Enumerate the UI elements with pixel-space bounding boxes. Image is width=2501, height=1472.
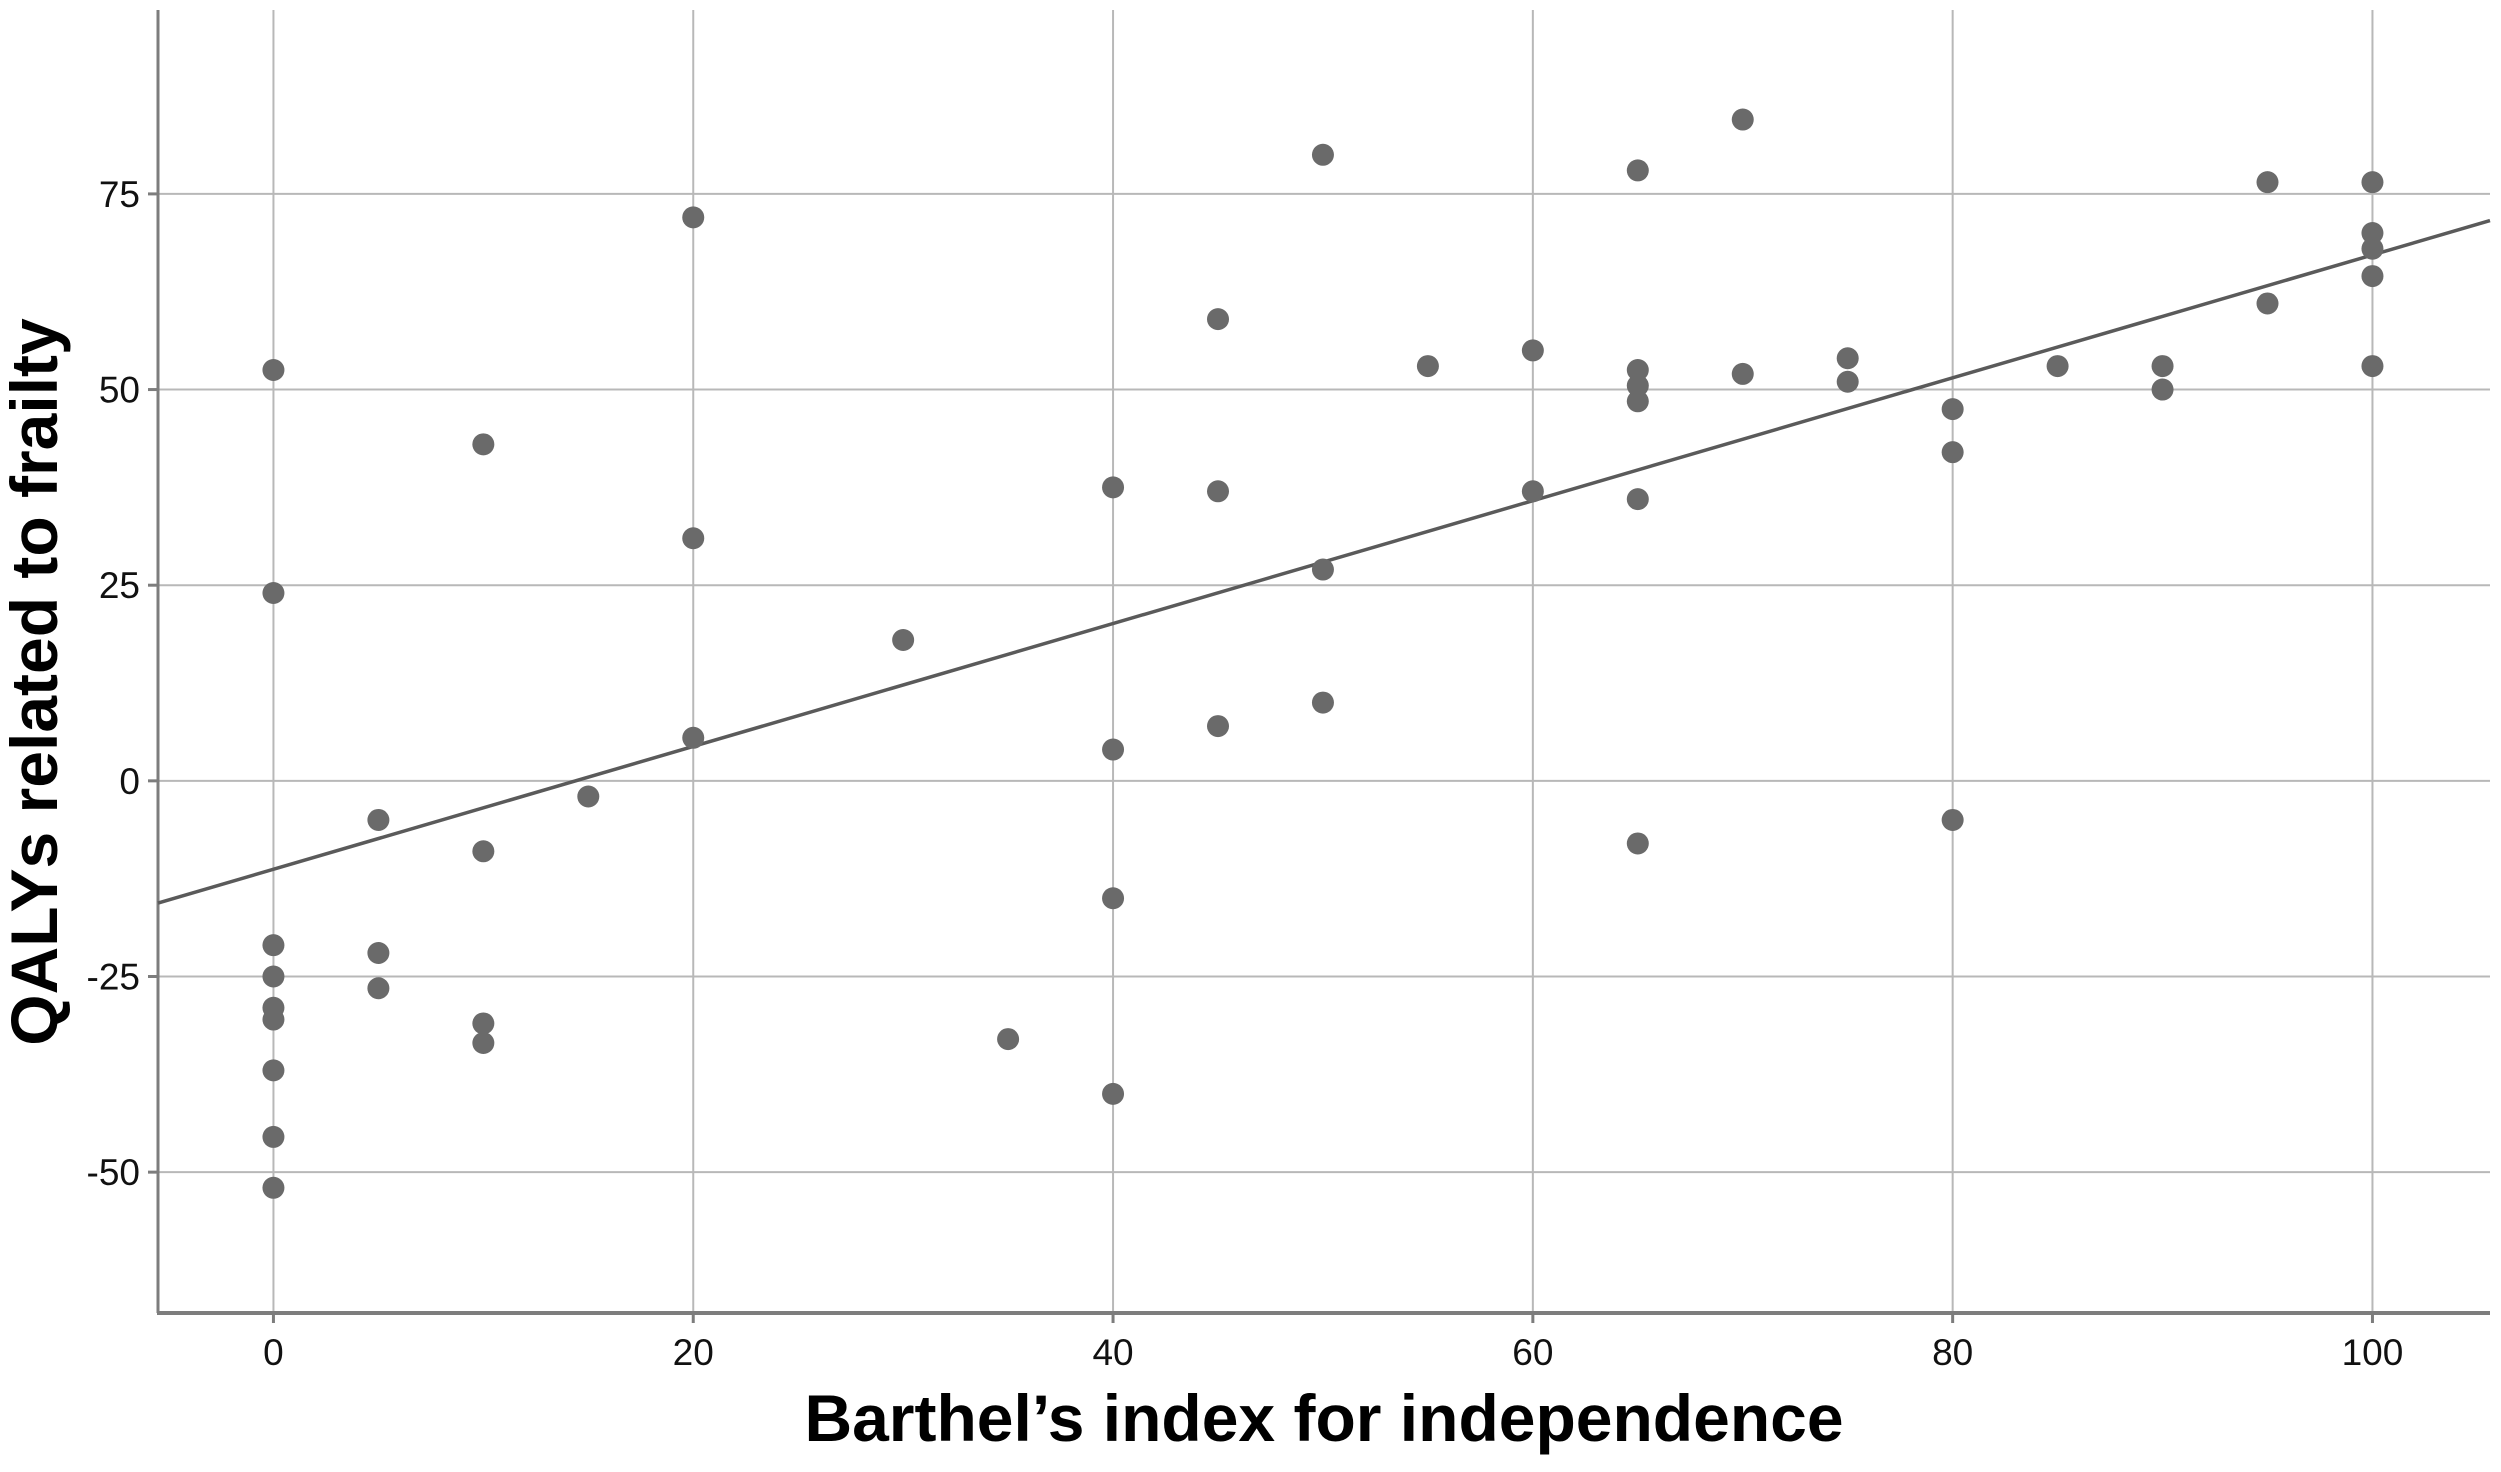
scatter-point: [262, 965, 285, 988]
y-tick-label: 0: [119, 761, 140, 802]
scatter-point: [2046, 355, 2069, 378]
scatter-point: [1626, 832, 1649, 855]
scatter-point: [1416, 355, 1439, 378]
scatter-point: [1941, 398, 1964, 421]
scatter-point: [1311, 691, 1334, 714]
x-tick-label: 20: [673, 1332, 714, 1373]
scatter-point: [1521, 480, 1544, 503]
y-tick-label: -50: [87, 1152, 140, 1193]
scatter-point: [682, 527, 705, 550]
scatter-point: [367, 808, 390, 831]
scatter-point: [1207, 308, 1229, 331]
scatter-point: [1102, 887, 1125, 910]
scatter-point: [1207, 715, 1229, 738]
scatter-point: [2256, 292, 2279, 315]
scatter-point: [472, 840, 495, 863]
x-tick-label: 100: [2342, 1332, 2404, 1373]
scatter-point: [2256, 171, 2279, 194]
scatter-point: [262, 1008, 285, 1031]
scatter-point: [2151, 378, 2174, 401]
scatter-point: [262, 358, 285, 381]
x-tick-label: 0: [263, 1332, 284, 1373]
scatter-point: [472, 1032, 495, 1055]
scatter-point: [2361, 265, 2384, 288]
scatter-point: [1941, 808, 1964, 831]
scatter-point: [997, 1028, 1020, 1051]
scatter-point: [1102, 738, 1125, 761]
scatter-point: [2361, 355, 2384, 378]
scatter-point: [262, 582, 285, 605]
scatter-point: [1626, 374, 1649, 397]
scatter-point: [262, 934, 285, 957]
x-tick-label: 40: [1092, 1332, 1133, 1373]
scatter-point: [1311, 558, 1334, 581]
scatter-point: [2361, 237, 2384, 260]
scatter-point: [682, 726, 705, 749]
scatter-point: [472, 433, 495, 456]
scatter-point: [1626, 358, 1649, 381]
scatter-point: [262, 1125, 285, 1148]
x-axis-title: Barthel’s index for independence: [804, 1381, 1844, 1455]
scatter-point: [1102, 476, 1125, 499]
scatter-point: [1521, 339, 1544, 362]
scatter-point: [1836, 370, 1859, 393]
y-tick-label: 25: [99, 565, 140, 606]
scatter-point: [1207, 480, 1229, 503]
y-tick-label: -25: [87, 956, 140, 997]
y-axis-title: QALYs related to frailty: [0, 318, 71, 1046]
scatter-point: [1731, 108, 1754, 131]
scatter-point: [367, 977, 390, 1000]
scatter-point: [262, 1176, 285, 1199]
scatter-point: [1626, 159, 1649, 182]
scatter-point: [892, 628, 915, 651]
scatter-point: [577, 785, 600, 808]
scatter-point: [472, 1012, 495, 1035]
scatter-point: [262, 1059, 285, 1082]
scatter-point: [367, 942, 390, 965]
y-tick-label: 75: [99, 174, 140, 215]
scatter-point: [1102, 1082, 1125, 1105]
scatter-point: [1836, 347, 1859, 370]
scatter-point: [2361, 222, 2384, 245]
x-tick-label: 80: [1932, 1332, 1973, 1373]
scatter-point: [1626, 488, 1649, 511]
scatter-point: [2361, 171, 2384, 194]
y-tick-label: 50: [99, 370, 140, 411]
scatter-point: [2151, 355, 2174, 378]
scatter-point: [1731, 362, 1754, 385]
scatter-point: [682, 206, 705, 229]
scatter-point: [1941, 441, 1964, 464]
scatter-point: [1626, 390, 1649, 413]
scatter-point: [1311, 143, 1334, 166]
x-tick-label: 60: [1512, 1332, 1553, 1373]
